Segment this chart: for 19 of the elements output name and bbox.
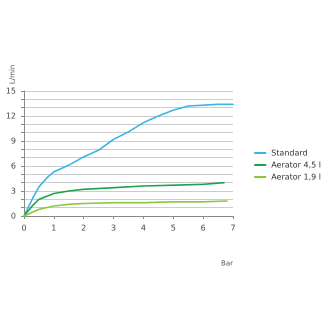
x-tick-label: 6 xyxy=(200,224,206,232)
x-tick-label: 4 xyxy=(140,224,146,232)
x-tick-label: 5 xyxy=(170,224,176,232)
y-tick-label: 6 xyxy=(10,162,16,170)
line-series xyxy=(23,200,228,217)
x-tick-label: 0 xyxy=(21,224,27,232)
x-tick-label: 3 xyxy=(111,224,116,232)
legend-label: Aerator 4,5 l xyxy=(271,160,321,170)
x-tick-label: 7 xyxy=(230,224,236,232)
line-series xyxy=(23,182,225,217)
legend-label: Aerator 1,9 l xyxy=(271,172,321,182)
x-tick-label: 2 xyxy=(81,224,86,232)
y-tick-label: 3 xyxy=(10,186,16,196)
y-tick-label: 12 xyxy=(6,112,16,120)
x-tick-label: 1 xyxy=(51,224,56,232)
legend-label: Standard xyxy=(271,148,308,158)
y-tick-label: 9 xyxy=(10,136,16,146)
y-tick-label: 0 xyxy=(10,212,16,220)
y-tick-label: 15 xyxy=(6,86,16,96)
